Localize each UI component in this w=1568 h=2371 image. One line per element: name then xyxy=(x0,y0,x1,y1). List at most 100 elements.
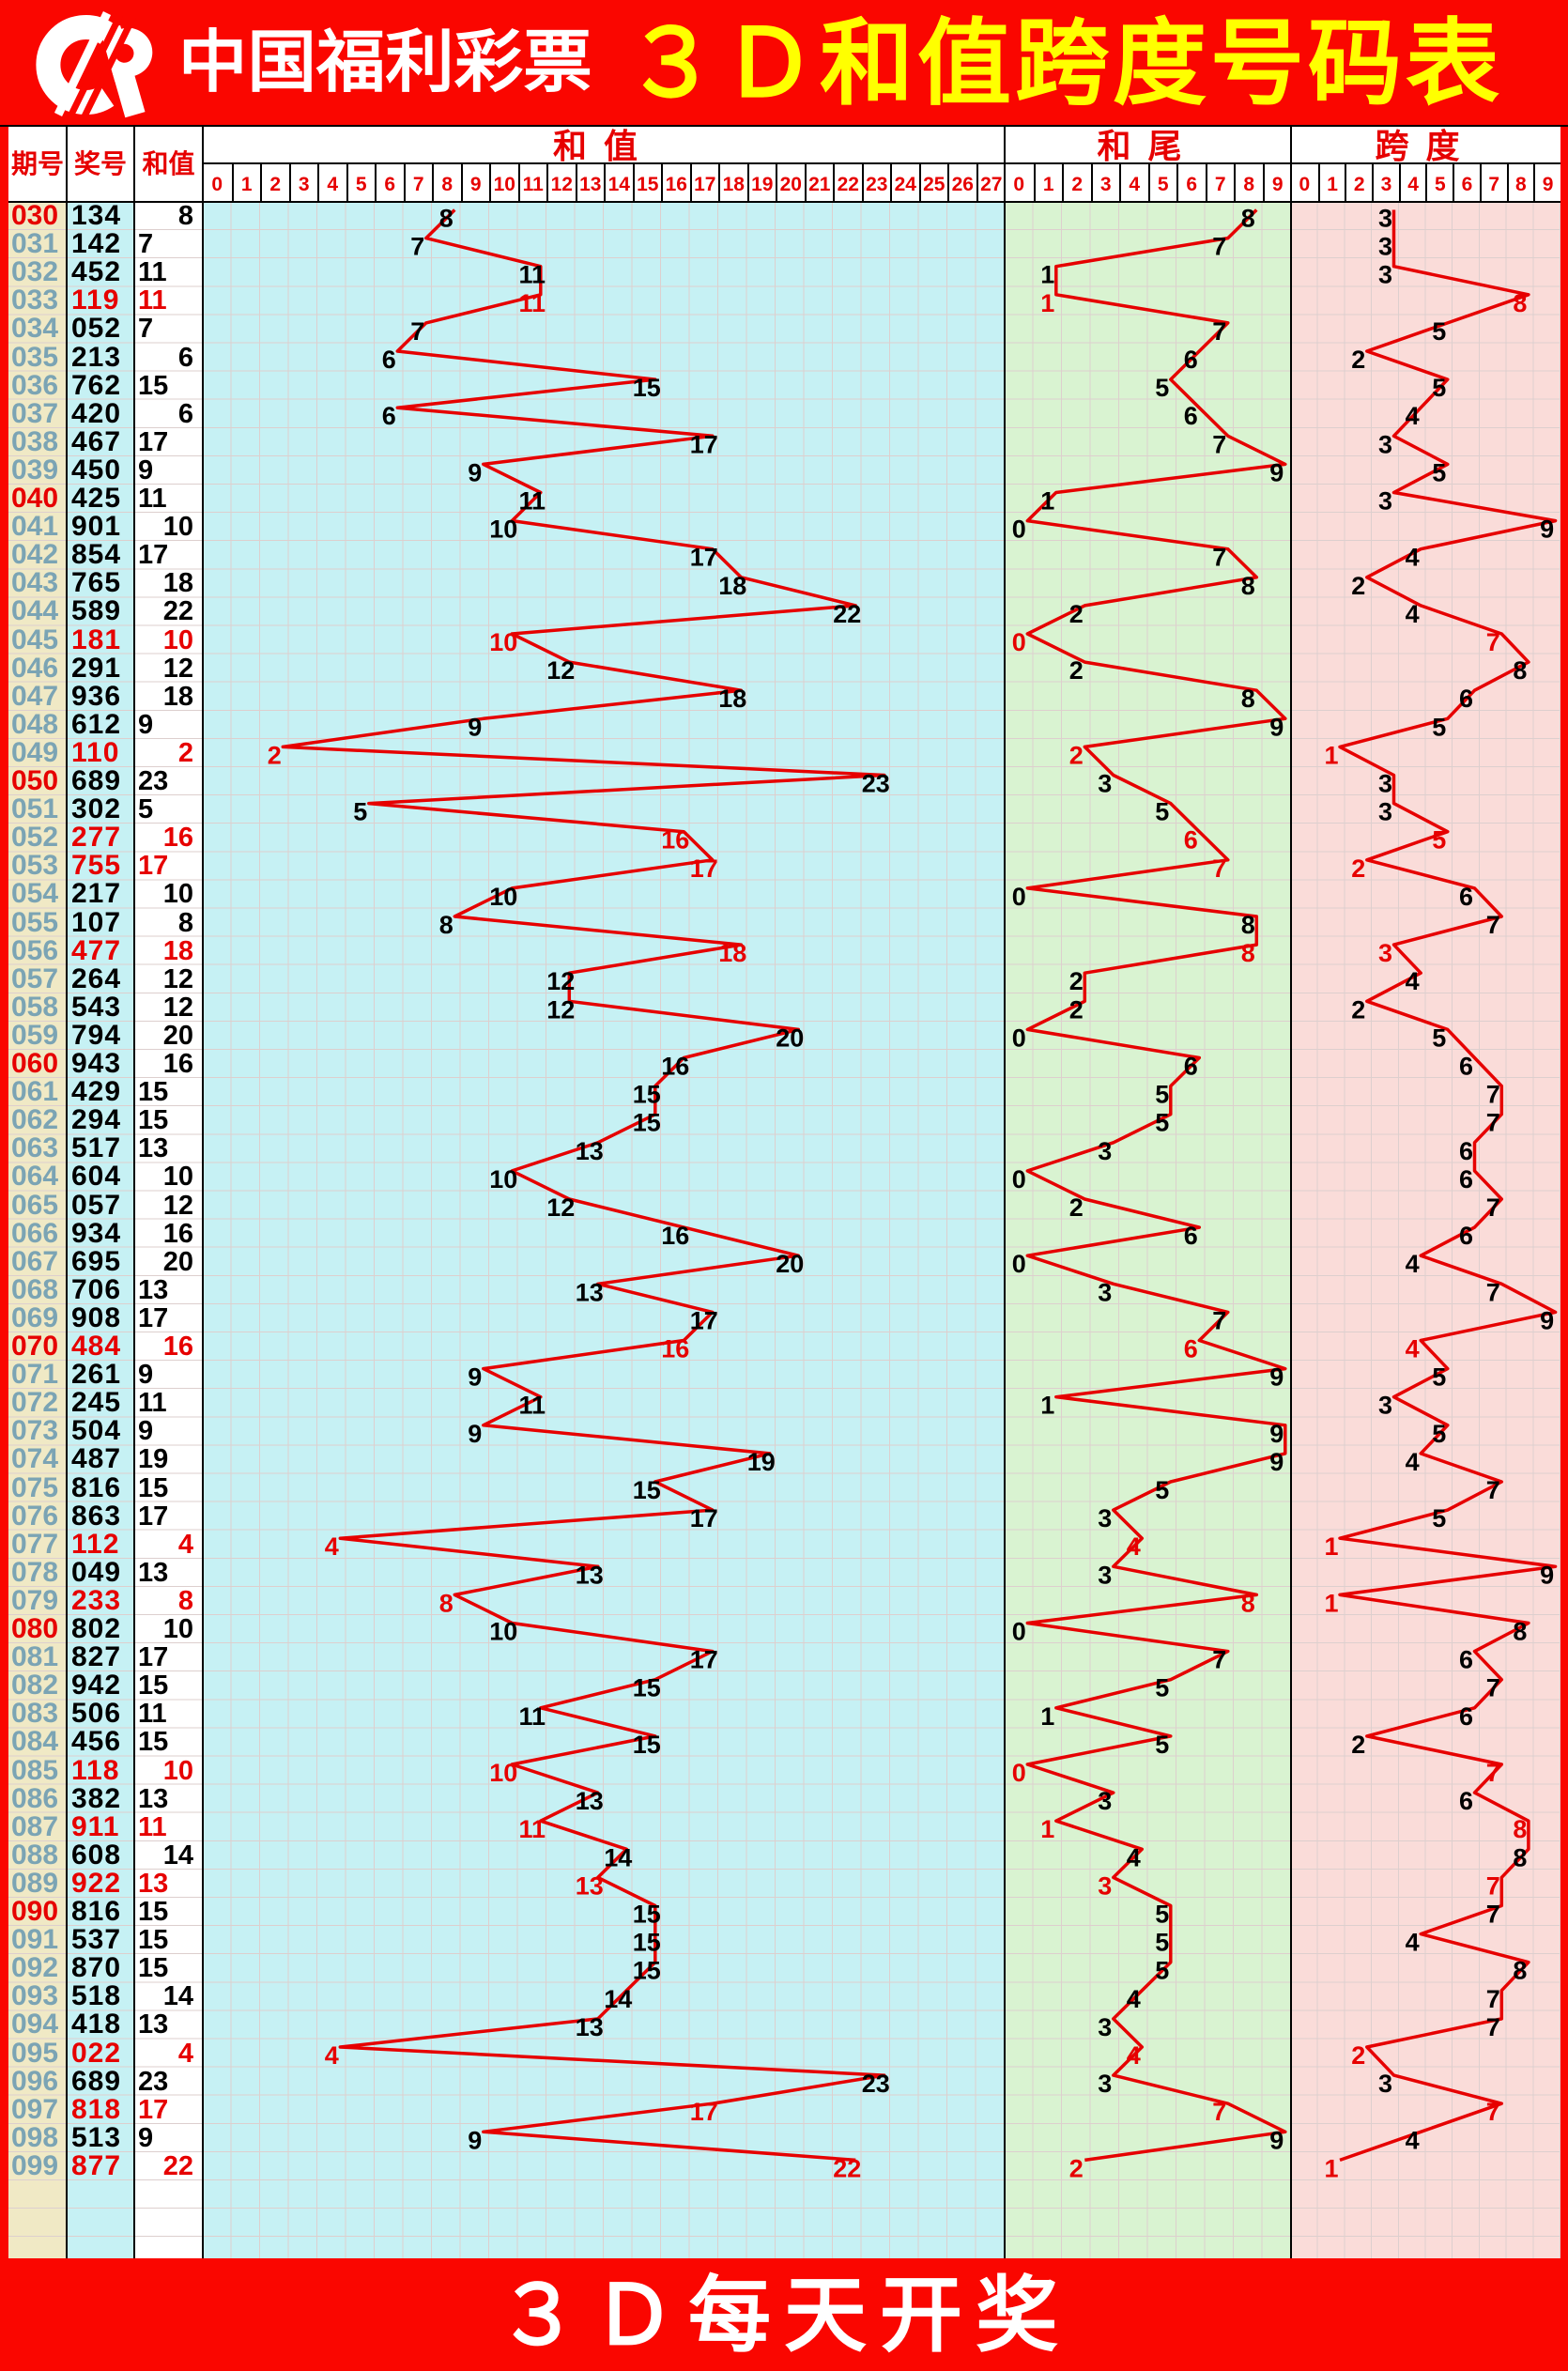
table-row: 078 049 13 xyxy=(8,1558,203,1587)
sum-tick-label: 17 xyxy=(689,163,719,202)
sum-point-label: 14 xyxy=(604,1985,632,2013)
sum-tick-label: 26 xyxy=(947,163,976,202)
span-point-label: 7 xyxy=(1486,1901,1500,1929)
period-cell: 074 xyxy=(11,1443,59,1475)
tail-point-label: 3 xyxy=(1098,1787,1112,1815)
tail-point-label: 9 xyxy=(1269,1420,1284,1448)
tail-point-label: 1 xyxy=(1040,289,1054,317)
prize-number-cell: 452 xyxy=(71,256,122,288)
col-header-number: 奖号 xyxy=(67,126,134,202)
tail-point-label: 7 xyxy=(1212,1306,1226,1334)
period-cell: 055 xyxy=(11,906,59,938)
period-cell: 091 xyxy=(11,1924,59,1956)
prize-number-cell: 425 xyxy=(71,483,122,514)
tail-point-label: 3 xyxy=(1098,1137,1112,1165)
prize-number-cell: 816 xyxy=(71,1896,122,1927)
sum-point-label: 7 xyxy=(410,317,424,346)
sum-value-cell: 16 xyxy=(162,1049,193,1079)
sum-point-label: 6 xyxy=(382,346,396,374)
table-row: 093 518 14 xyxy=(8,1982,203,2011)
tail-point-label: 6 xyxy=(1184,346,1198,374)
page-title: ３Ｄ和值跨度号码表 xyxy=(624,8,1503,118)
span-point-label: 4 xyxy=(1406,600,1420,628)
sum-point-label: 15 xyxy=(633,1731,661,1759)
sum-point-label: 10 xyxy=(489,628,517,656)
prize-number-cell: 827 xyxy=(71,1641,122,1673)
tail-point-label: 5 xyxy=(1155,798,1169,826)
prize-number-cell: 908 xyxy=(71,1301,122,1333)
sum-value-cell: 17 xyxy=(138,1302,169,1333)
span-point-label: 7 xyxy=(1486,1109,1500,1137)
tail-point-label: 2 xyxy=(1069,1193,1084,1222)
table-row: 060 943 16 xyxy=(8,1049,203,1079)
span-point-label: 4 xyxy=(1406,2126,1420,2154)
sum-value-cell: 15 xyxy=(138,1727,169,1758)
sum-point-label: 11 xyxy=(519,1815,546,1843)
sum-value-cell: 12 xyxy=(162,1190,193,1221)
sum-tick-label: 16 xyxy=(661,163,690,202)
sum-point-label: 16 xyxy=(661,1222,689,1250)
sum-tick-label: 27 xyxy=(976,163,1006,202)
span-tick-label: 4 xyxy=(1398,163,1426,202)
prize-number-cell: 134 xyxy=(71,200,122,231)
span-point-label: 6 xyxy=(1459,1053,1473,1081)
sum-point-label: 8 xyxy=(439,205,453,233)
span-point-label: 3 xyxy=(1378,261,1392,289)
tail-tick-label: 1 xyxy=(1033,163,1063,202)
tail-point-label: 7 xyxy=(1212,544,1226,572)
period-cell: 068 xyxy=(11,1273,59,1305)
tail-point-label: 8 xyxy=(1241,939,1255,967)
table-row: 045 181 10 xyxy=(8,625,203,654)
number-column-background xyxy=(67,202,134,2258)
span-point-label: 7 xyxy=(1486,1674,1500,1702)
prize-number-cell: 291 xyxy=(71,652,122,684)
tail-point-label: 8 xyxy=(1241,685,1255,713)
tail-tick-label: 6 xyxy=(1176,163,1206,202)
table-row: 056 477 18 xyxy=(8,936,203,965)
sum-tick-label: 12 xyxy=(546,163,576,202)
tail-point-label: 3 xyxy=(1098,2013,1112,2041)
span-point-label: 3 xyxy=(1378,487,1392,516)
top-banner: 中国福利彩票 ３Ｄ和值跨度号码表 xyxy=(0,0,1568,126)
prize-number-cell: 942 xyxy=(71,1670,122,1701)
table-row: 058 543 12 xyxy=(8,993,203,1022)
sum-point-label: 16 xyxy=(661,1335,689,1363)
prize-number-cell: 854 xyxy=(71,539,122,571)
span-point-label: 6 xyxy=(1459,1787,1473,1815)
left-red-border xyxy=(0,126,8,2258)
table-row: 099 877 22 xyxy=(8,2151,203,2180)
prize-number-cell: 901 xyxy=(71,511,122,543)
tail-point-label: 9 xyxy=(1269,1448,1284,1476)
sum-point-label: 14 xyxy=(604,1843,632,1871)
period-cell: 046 xyxy=(11,652,59,684)
span-point-label: 5 xyxy=(1432,1420,1446,1448)
sum-value-cell: 16 xyxy=(162,1332,193,1362)
sum-value-cell: 8 xyxy=(177,201,193,231)
sum-point-label: 11 xyxy=(519,1702,546,1731)
table-row: 035 213 6 xyxy=(8,343,203,372)
period-cell: 059 xyxy=(11,1019,59,1051)
table-row: 050 689 23 xyxy=(8,766,203,795)
sum-point-label: 16 xyxy=(661,1053,689,1081)
sum-point-label: 16 xyxy=(661,826,689,854)
prize-number-cell: 863 xyxy=(71,1500,122,1532)
period-cell: 048 xyxy=(11,708,59,740)
sum-point-label: 15 xyxy=(633,1081,661,1109)
tail-point-label: 9 xyxy=(1269,2126,1284,2154)
period-cell: 037 xyxy=(11,397,59,429)
table-row: 095 022 4 xyxy=(8,2039,203,2068)
sum-value-cell: 11 xyxy=(138,484,167,514)
span-point-label: 6 xyxy=(1459,1137,1473,1165)
sum-point-label: 4 xyxy=(325,2041,339,2070)
table-row: 073 504 9 xyxy=(8,1417,203,1446)
tail-point-label: 7 xyxy=(1212,1646,1226,1674)
span-point-label: 7 xyxy=(1486,628,1500,656)
table-row: 085 118 10 xyxy=(8,1756,203,1785)
tail-tick-label: 9 xyxy=(1262,163,1292,202)
table-row: 032 452 11 xyxy=(8,256,203,288)
table-row: 059 794 20 xyxy=(8,1019,203,1051)
sum-value-cell: 11 xyxy=(138,1388,167,1419)
sum-value-cell: 15 xyxy=(138,1077,169,1108)
period-cell: 062 xyxy=(11,1104,59,1136)
